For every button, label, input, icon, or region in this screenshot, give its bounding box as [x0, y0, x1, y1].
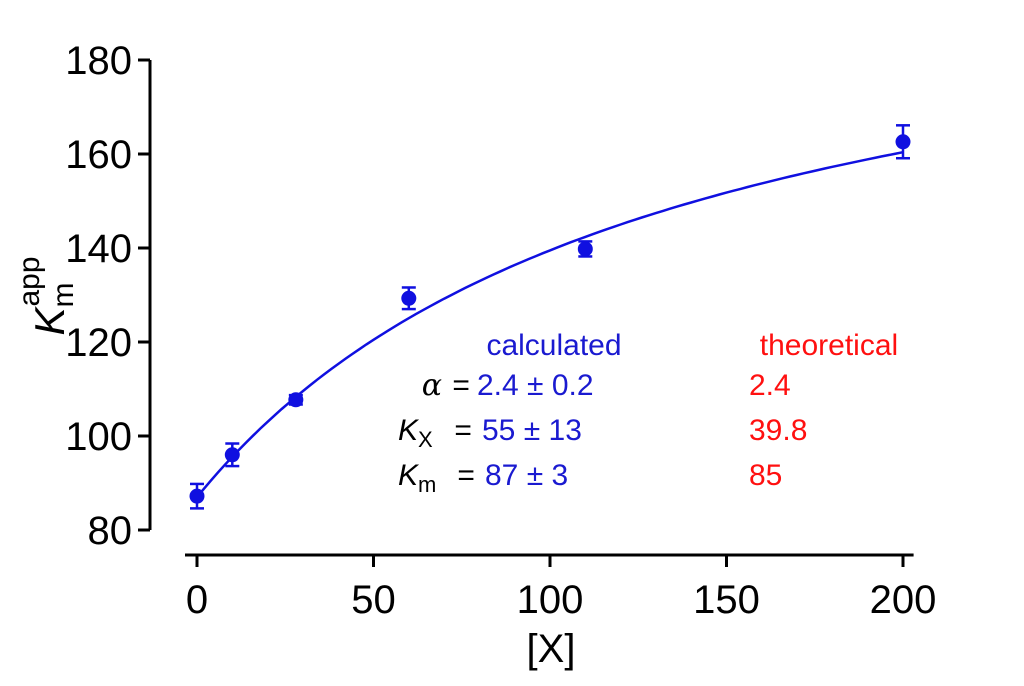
- y-axis-title-sub: m: [47, 283, 80, 308]
- alpha-calculated: 2.4 ± 0.2: [477, 369, 594, 402]
- km-symbol-main: K: [398, 459, 420, 492]
- x-axis-title: [X]: [527, 627, 576, 671]
- kx-symbol-main: K: [398, 414, 420, 447]
- y-tick-label: 140: [65, 227, 132, 271]
- data-point: [577, 240, 593, 258]
- x-tick-label: 200: [870, 578, 937, 622]
- x-tick-label: 150: [693, 578, 760, 622]
- data-marker: [401, 290, 417, 306]
- y-tick-label: 180: [65, 39, 132, 83]
- theoretical-header: theoretical: [760, 329, 898, 362]
- data-point: [895, 124, 911, 160]
- alpha-symbol-text: α: [422, 368, 442, 403]
- data-point: [288, 392, 304, 408]
- alpha-equals: =: [444, 369, 478, 402]
- data-marker: [224, 447, 240, 463]
- km-theoretical: 85: [749, 459, 782, 492]
- data-point: [401, 286, 417, 311]
- km-symbol: Km: [398, 459, 436, 497]
- x-axis: 0 50 100 150 200: [185, 553, 937, 622]
- y-tick-label: 160: [65, 133, 132, 177]
- data-marker: [189, 488, 205, 504]
- calculated-header: calculated: [486, 329, 621, 362]
- y-axis-title-sup: app: [13, 256, 46, 306]
- kx-calculated: 55 ± 13: [482, 414, 582, 447]
- data-points-layer: [189, 124, 911, 510]
- x-tick-label: 100: [517, 578, 584, 622]
- alpha-symbol: α: [422, 368, 442, 403]
- data-point: [189, 482, 205, 510]
- x-tick-label: 50: [351, 578, 396, 622]
- kx-symbol: KX: [398, 414, 433, 452]
- y-tick-label: 120: [65, 321, 132, 365]
- alpha-theoretical: 2.4: [749, 369, 791, 402]
- y-tick-label: 100: [65, 415, 132, 459]
- kx-symbol-sub: X: [418, 427, 433, 452]
- data-marker: [577, 241, 593, 257]
- y-axis-title-main: K: [26, 306, 73, 336]
- km-symbol-sub: m: [418, 472, 436, 497]
- y-axis-title: Kmapp: [13, 256, 80, 335]
- y-axis: 80 100 120 140 160 180: [65, 39, 152, 553]
- km-equals: =: [449, 459, 483, 492]
- y-tick-label: 80: [88, 509, 133, 553]
- parameter-table: calculated theoretical α = 2.4 ± 0.2 2.4…: [398, 329, 898, 497]
- data-marker: [895, 134, 911, 150]
- kx-theoretical: 39.8: [749, 414, 807, 447]
- x-tick-label: 0: [186, 578, 208, 622]
- kx-equals: =: [446, 414, 480, 447]
- data-marker: [288, 392, 304, 408]
- fit-curve-layer: [196, 150, 904, 498]
- km-calculated: 87 ± 3: [485, 459, 568, 492]
- data-point: [224, 442, 240, 468]
- fit-curve: [196, 150, 904, 498]
